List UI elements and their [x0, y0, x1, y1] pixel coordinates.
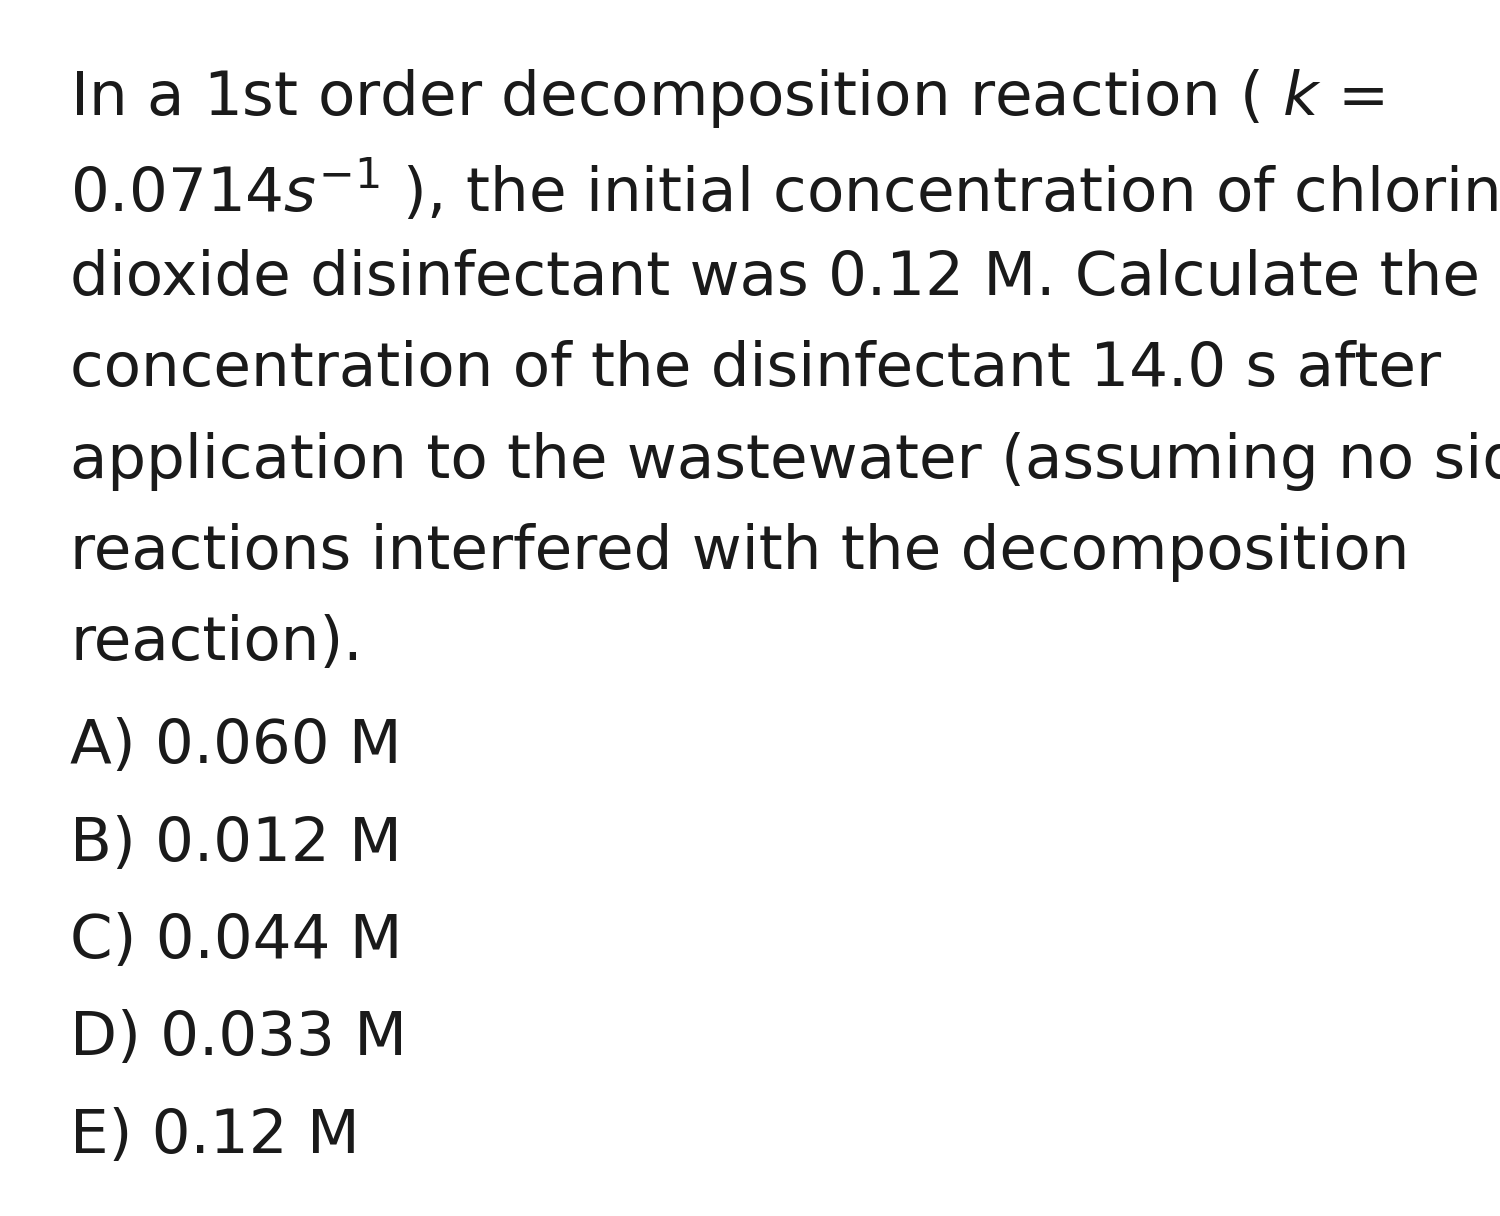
Text: In a 1st order decomposition reaction ( $k$ =: In a 1st order decomposition reaction ( … — [70, 67, 1384, 130]
Text: reaction).: reaction). — [70, 614, 363, 674]
Text: $0.0714s^{-1}$ ), the initial concentration of chlorine: $0.0714s^{-1}$ ), the initial concentrat… — [70, 158, 1500, 225]
Text: E) 0.12 M: E) 0.12 M — [70, 1107, 360, 1166]
Text: A) 0.060 M: A) 0.060 M — [70, 717, 402, 777]
Text: concentration of the disinfectant 14.0 s after: concentration of the disinfectant 14.0 s… — [70, 340, 1441, 400]
Text: dioxide disinfectant was 0.12 M. Calculate the: dioxide disinfectant was 0.12 M. Calcula… — [70, 249, 1480, 309]
Text: B) 0.012 M: B) 0.012 M — [70, 815, 402, 874]
Text: application to the wastewater (assuming no side-: application to the wastewater (assuming … — [70, 432, 1500, 491]
Text: C) 0.044 M: C) 0.044 M — [70, 912, 404, 972]
Text: D) 0.033 M: D) 0.033 M — [70, 1009, 408, 1069]
Text: reactions interfered with the decomposition: reactions interfered with the decomposit… — [70, 523, 1410, 582]
